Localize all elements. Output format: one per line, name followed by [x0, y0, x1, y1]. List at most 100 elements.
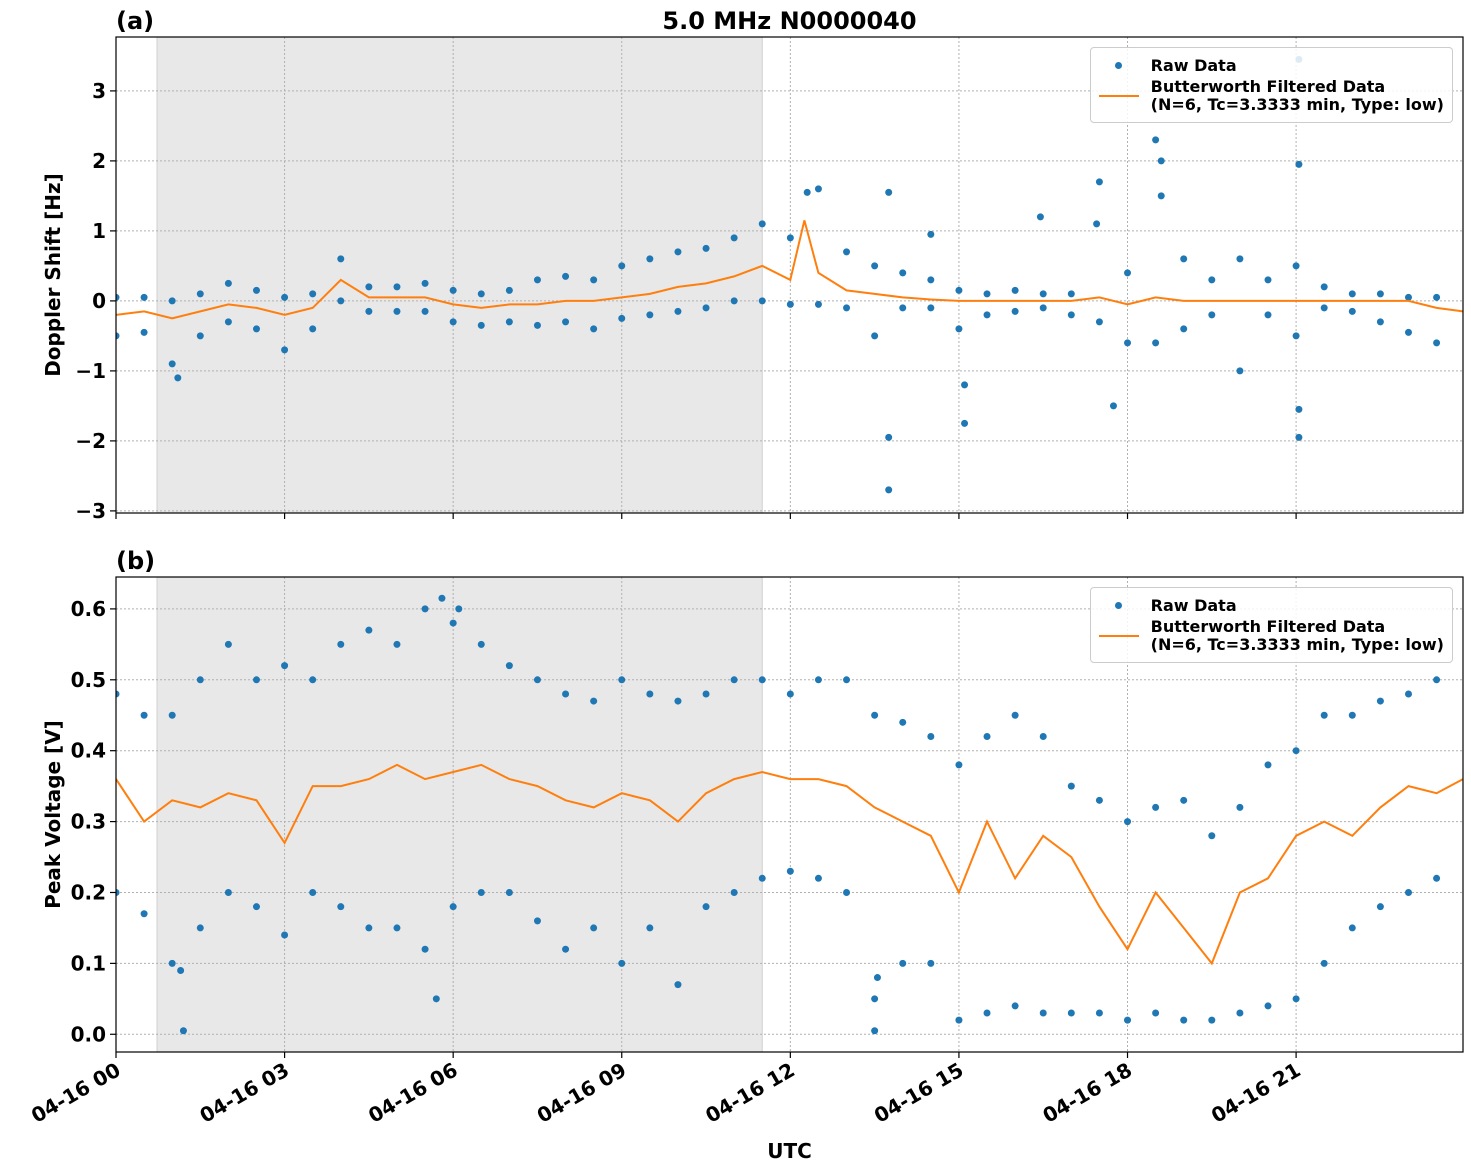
raw-point — [899, 718, 907, 726]
raw-point — [196, 676, 204, 684]
raw-point — [562, 318, 570, 326]
raw-point — [1208, 311, 1216, 319]
raw-point — [1404, 888, 1412, 896]
raw-point — [365, 307, 373, 315]
raw-point — [1067, 1009, 1075, 1017]
raw-point — [843, 888, 851, 896]
y-tick-label: 0.3 — [71, 810, 106, 834]
raw-point — [730, 676, 738, 684]
raw-point — [252, 325, 260, 333]
raw-point — [871, 1027, 879, 1035]
raw-point — [1157, 157, 1165, 165]
raw-point — [337, 255, 345, 263]
raw-point — [421, 605, 429, 613]
panel-label: (b) — [116, 547, 155, 575]
raw-point — [1320, 283, 1328, 291]
raw-point — [618, 262, 626, 270]
raw-point — [814, 185, 822, 193]
raw-point — [140, 711, 148, 719]
raw-point — [1236, 803, 1244, 811]
y-tick-label: 0.6 — [71, 597, 106, 621]
raw-point — [885, 433, 893, 441]
raw-point — [168, 297, 176, 305]
raw-point — [871, 262, 879, 270]
raw-point — [1433, 339, 1441, 347]
raw-point — [393, 924, 401, 932]
y-tick-label: −3 — [75, 499, 106, 523]
x-tick-label: 04-16 00 — [27, 1058, 125, 1128]
x-tick-label: 04-16 06 — [364, 1058, 462, 1128]
raw-point — [955, 761, 963, 769]
raw-point — [955, 1016, 963, 1024]
raw-point — [432, 995, 440, 1003]
raw-point — [174, 374, 182, 382]
raw-point — [1124, 269, 1132, 277]
legend-key — [1099, 596, 1139, 616]
raw-point — [899, 959, 907, 967]
raw-point — [814, 874, 822, 882]
raw-point — [393, 307, 401, 315]
raw-point — [873, 974, 881, 982]
raw-point — [337, 297, 345, 305]
raw-point — [618, 676, 626, 684]
raw-point — [871, 332, 879, 340]
legend: Raw Data Butterworth Filtered Data (N=6, … — [1089, 587, 1453, 663]
raw-point — [1376, 697, 1384, 705]
x-axis-label: UTC — [767, 1139, 812, 1163]
raw-point — [1067, 311, 1075, 319]
raw-point — [1348, 307, 1356, 315]
y-tick-label: 0.4 — [71, 739, 106, 763]
raw-point — [337, 640, 345, 648]
raw-point — [438, 594, 446, 602]
legend-label: Raw Data — [1150, 56, 1237, 75]
x-tick-label: 04-16 09 — [533, 1058, 631, 1128]
raw-point — [116, 690, 120, 698]
y-tick-label: 0 — [92, 289, 106, 313]
filtered-line — [116, 763, 1463, 966]
plot-frame — [115, 36, 1464, 514]
raw-point — [421, 279, 429, 287]
raw-point — [927, 304, 935, 312]
raw-point — [1208, 1016, 1216, 1024]
raw-point — [955, 325, 963, 333]
raw-point — [646, 690, 654, 698]
raw-point — [1067, 290, 1075, 298]
raw-point — [803, 188, 811, 196]
raw-point — [477, 640, 485, 648]
raw-point — [786, 234, 794, 242]
raw-point — [140, 293, 148, 301]
raw-point — [871, 711, 879, 719]
raw-point — [674, 697, 682, 705]
raw-point — [168, 959, 176, 967]
raw-point — [1180, 325, 1188, 333]
raw-point — [1433, 874, 1441, 882]
raw-point — [309, 325, 317, 333]
raw-point — [196, 332, 204, 340]
y-tick-label: 2 — [92, 149, 106, 173]
legend-key — [1099, 56, 1139, 76]
raw-point — [1292, 747, 1300, 755]
raw-point — [1348, 290, 1356, 298]
raw-point — [646, 311, 654, 319]
raw-point — [1295, 433, 1303, 441]
raw-point — [843, 304, 851, 312]
legend-marker — [1114, 602, 1122, 609]
raw-point — [1039, 1009, 1047, 1017]
raw-point — [646, 924, 654, 932]
raw-point — [116, 293, 120, 301]
raw-point — [758, 220, 766, 228]
legend-line — [1098, 95, 1139, 97]
raw-point — [281, 293, 289, 301]
raw-point — [730, 297, 738, 305]
raw-point — [590, 325, 598, 333]
raw-point — [885, 486, 893, 494]
raw-point — [196, 924, 204, 932]
raw-point — [702, 304, 710, 312]
x-tick-label: 04-16 15 — [870, 1058, 968, 1128]
raw-point — [927, 959, 935, 967]
raw-point — [252, 676, 260, 684]
raw-point — [702, 690, 710, 698]
legend-label: Butterworth Filtered Data (N=6, Tc=3.333… — [1150, 77, 1444, 114]
raw-point — [1348, 924, 1356, 932]
